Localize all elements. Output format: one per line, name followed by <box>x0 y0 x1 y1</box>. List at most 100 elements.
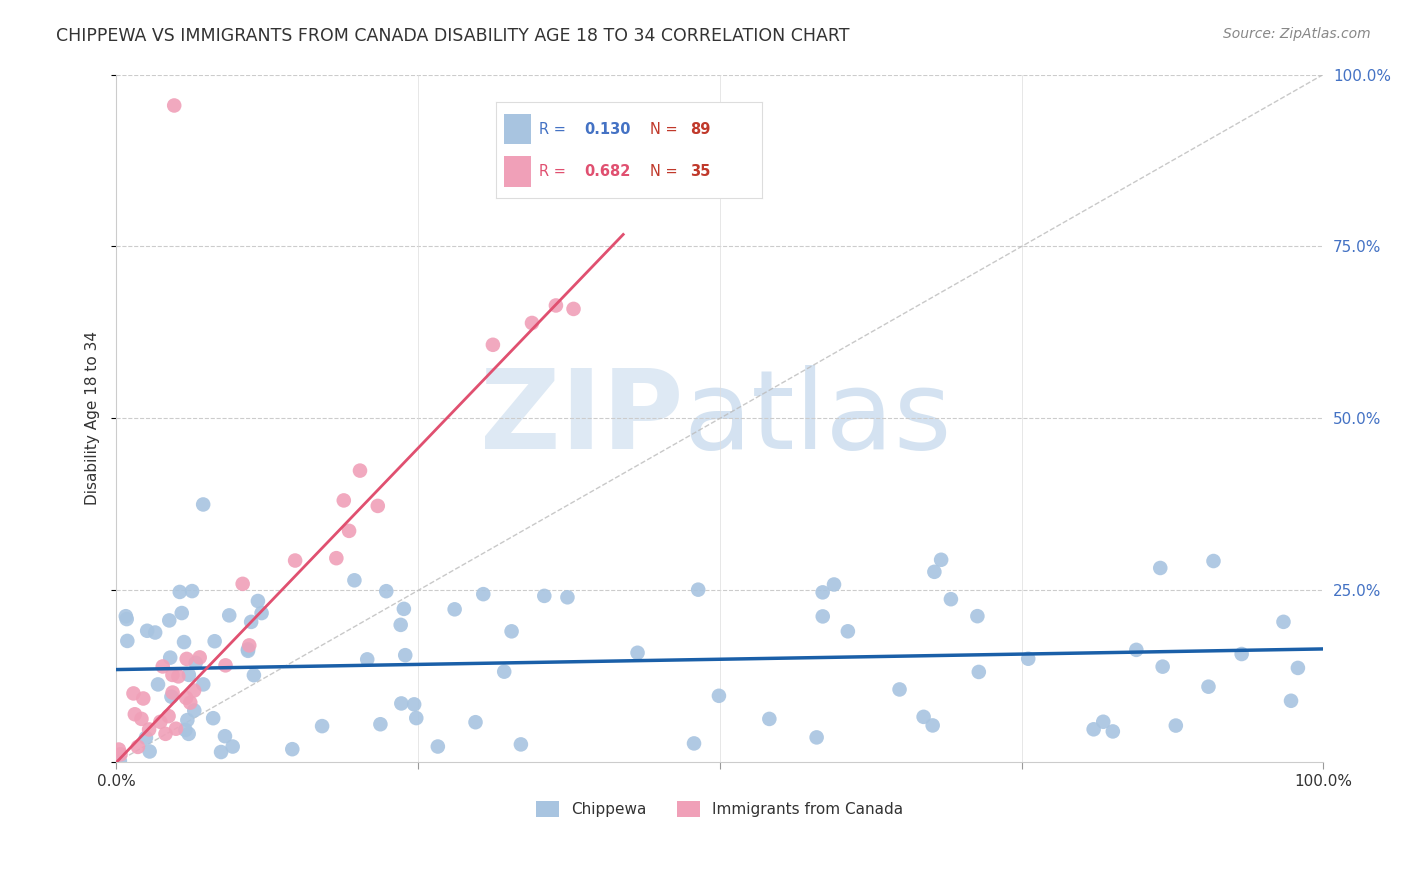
Point <box>921 718 943 732</box>
Point <box>162 668 184 682</box>
Point <box>177 727 200 741</box>
Point <box>967 665 990 679</box>
Point <box>707 689 730 703</box>
Point <box>174 723 197 737</box>
Point <box>837 624 859 639</box>
Point <box>494 665 516 679</box>
Point <box>509 738 531 752</box>
Point <box>472 587 495 601</box>
Point <box>169 585 191 599</box>
Point <box>157 614 180 628</box>
Point <box>202 711 225 725</box>
Point <box>544 298 567 312</box>
Point <box>214 658 236 673</box>
Point <box>177 668 200 682</box>
Point <box>375 584 398 599</box>
Point <box>209 745 232 759</box>
Point <box>179 696 201 710</box>
Point <box>238 639 260 653</box>
Point <box>394 648 416 662</box>
Point <box>404 698 426 712</box>
Point <box>162 685 184 699</box>
Point <box>149 714 172 729</box>
Point <box>464 715 486 730</box>
Point <box>367 499 389 513</box>
Y-axis label: Disability Age 18 to 34: Disability Age 18 to 34 <box>86 332 100 506</box>
Point <box>1092 714 1115 729</box>
Point <box>1149 561 1171 575</box>
Point <box>188 650 211 665</box>
Point <box>132 691 155 706</box>
Point <box>356 652 378 666</box>
Point <box>243 668 266 682</box>
Point <box>889 682 911 697</box>
Point <box>181 584 204 599</box>
Point <box>1272 615 1295 629</box>
Point <box>389 697 412 711</box>
Point <box>236 642 259 657</box>
Point <box>193 677 215 691</box>
Point <box>124 707 146 722</box>
Point <box>337 524 360 538</box>
Point <box>146 677 169 691</box>
Point <box>127 739 149 754</box>
Point <box>758 712 780 726</box>
Point <box>218 608 240 623</box>
Point <box>912 710 935 724</box>
Point <box>811 609 834 624</box>
Text: CHIPPEWA VS IMMIGRANTS FROM CANADA DISABILITY AGE 18 TO 34 CORRELATION CHART: CHIPPEWA VS IMMIGRANTS FROM CANADA DISAB… <box>56 27 849 45</box>
Text: ZIP: ZIP <box>481 365 683 472</box>
Point <box>688 582 710 597</box>
Point <box>389 618 412 632</box>
Point <box>165 722 187 736</box>
Point <box>482 338 505 352</box>
Point <box>122 686 145 700</box>
Point <box>183 703 205 717</box>
Point <box>1083 723 1105 737</box>
Point <box>170 606 193 620</box>
Point <box>157 709 180 723</box>
Point <box>193 498 215 512</box>
Point <box>136 624 159 638</box>
Point <box>214 729 236 743</box>
Point <box>160 690 183 704</box>
Point <box>1101 724 1123 739</box>
Point <box>1230 647 1253 661</box>
Point <box>533 589 555 603</box>
Point <box>405 711 427 725</box>
Point <box>143 625 166 640</box>
Point <box>174 690 197 705</box>
Point <box>626 646 648 660</box>
Point <box>159 650 181 665</box>
Point <box>1152 659 1174 673</box>
Point <box>110 747 132 762</box>
Point <box>236 644 259 658</box>
Point <box>114 609 136 624</box>
Point <box>966 609 988 624</box>
Point <box>138 723 160 737</box>
Point <box>246 594 269 608</box>
Legend: Chippewa, Immigrants from Canada: Chippewa, Immigrants from Canada <box>530 796 910 823</box>
Point <box>167 669 190 683</box>
Point <box>443 602 465 616</box>
Point <box>250 606 273 620</box>
Point <box>173 635 195 649</box>
Point <box>806 731 828 745</box>
Point <box>333 493 356 508</box>
Point <box>240 615 263 629</box>
Point <box>115 612 138 626</box>
Point <box>183 683 205 698</box>
Point <box>929 553 952 567</box>
Point <box>343 574 366 588</box>
Text: Source: ZipAtlas.com: Source: ZipAtlas.com <box>1223 27 1371 41</box>
Point <box>281 742 304 756</box>
Point <box>370 717 392 731</box>
Point <box>284 553 307 567</box>
Point <box>108 742 131 756</box>
Point <box>924 565 946 579</box>
Point <box>152 659 174 673</box>
Point <box>232 577 254 591</box>
Point <box>1125 643 1147 657</box>
Point <box>176 713 198 727</box>
Point <box>325 551 347 566</box>
